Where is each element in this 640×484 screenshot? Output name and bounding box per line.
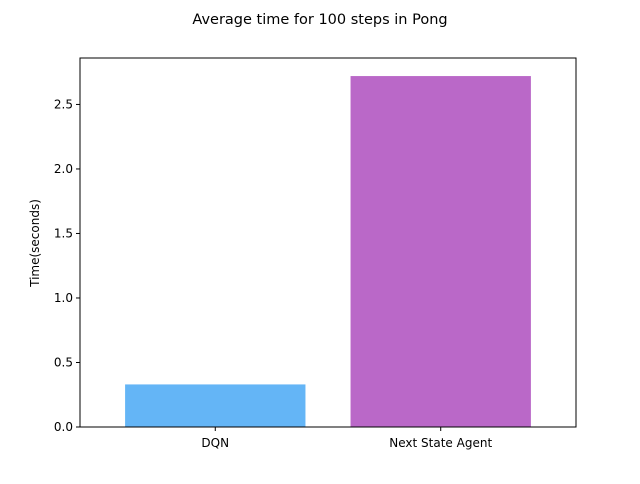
y-tick-label: 1.5 <box>54 226 73 240</box>
y-axis-label: Time(seconds) <box>28 199 42 288</box>
x-tick-label: Next State Agent <box>389 436 492 450</box>
axes-layer: 0.0 0.5 1.0 1.5 2.0 2.5 DQN Next State Agent <box>54 57 577 450</box>
bar-next-state-agent <box>350 76 531 428</box>
y-tick-label: 0.5 <box>54 355 73 369</box>
plot-frame <box>79 57 577 428</box>
y-tick-label: 0.0 <box>54 420 73 434</box>
bars-layer <box>125 76 531 428</box>
bar-dqn <box>125 384 306 427</box>
y-tick-label: 2.0 <box>54 162 73 176</box>
x-tick-label: DQN <box>201 436 229 450</box>
y-tick-label: 2.5 <box>54 97 73 111</box>
y-tick-label: 1.0 <box>54 291 73 305</box>
chart-title: Average time for 100 steps in Pong <box>192 12 447 28</box>
